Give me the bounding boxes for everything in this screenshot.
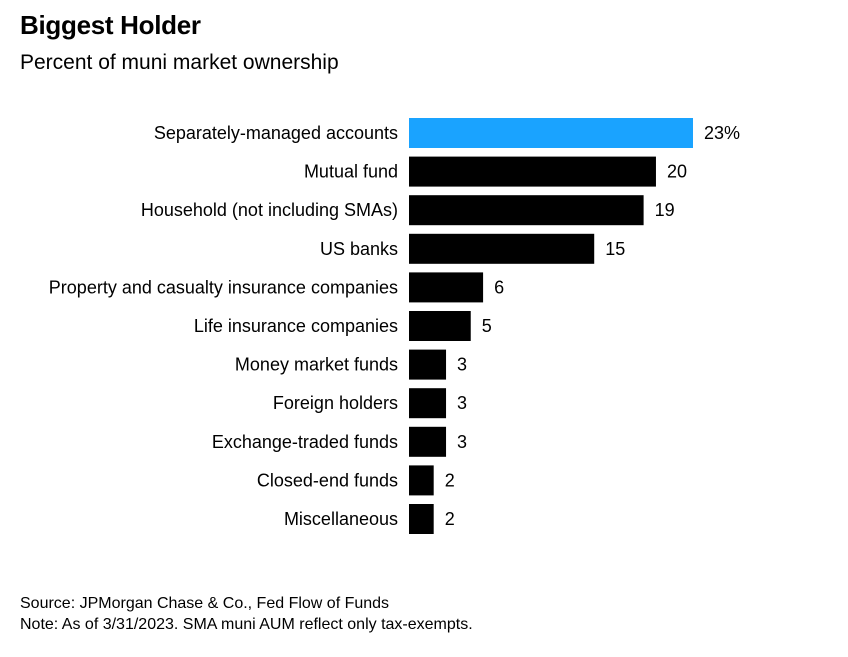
chart-subtitle: Percent of muni market ownership — [20, 51, 339, 74]
category-label: Property and casualty insurance companie… — [49, 277, 398, 297]
bar — [409, 118, 693, 148]
data-label: 15 — [605, 239, 625, 259]
category-label: Money market funds — [235, 355, 398, 375]
bar-chart: Separately-managed accounts 23% Mutual fun… — [49, 118, 740, 534]
category-label: Mutual fund — [304, 162, 398, 182]
data-label: 6 — [494, 277, 504, 297]
bar — [409, 272, 484, 303]
category-label: US banks — [320, 239, 398, 259]
bar — [409, 465, 434, 496]
data-label: 23% — [704, 123, 740, 143]
data-label: 19 — [655, 200, 675, 220]
data-label: 20 — [667, 162, 687, 182]
category-label: Life insurance companies — [194, 316, 398, 336]
chart-title: Biggest Holder — [20, 10, 201, 40]
bar — [409, 388, 447, 419]
category-label: Foreign holders — [273, 393, 398, 413]
data-label: 3 — [457, 432, 467, 452]
bar — [409, 504, 434, 534]
category-label: Separately-managed accounts — [154, 123, 398, 143]
category-label: Miscellaneous — [284, 509, 398, 529]
data-label: 3 — [457, 355, 467, 375]
category-label: Closed-end funds — [257, 470, 398, 490]
source-note: Source: JPMorgan Chase & Co., Fed Flow o… — [20, 595, 390, 612]
category-label: Exchange-traded funds — [212, 432, 398, 452]
bar — [409, 195, 644, 226]
data-label: 2 — [445, 509, 455, 529]
footnote: Note: As of 3/31/2023. SMA muni AUM refl… — [20, 616, 473, 633]
bar — [409, 233, 595, 264]
bar — [409, 349, 447, 380]
category-label: Household (not including SMAs) — [141, 200, 398, 220]
bar — [409, 156, 656, 187]
data-label: 5 — [482, 316, 492, 336]
data-label: 3 — [457, 393, 467, 413]
bar — [409, 426, 447, 457]
bar — [409, 311, 471, 341]
data-label: 2 — [445, 470, 455, 490]
